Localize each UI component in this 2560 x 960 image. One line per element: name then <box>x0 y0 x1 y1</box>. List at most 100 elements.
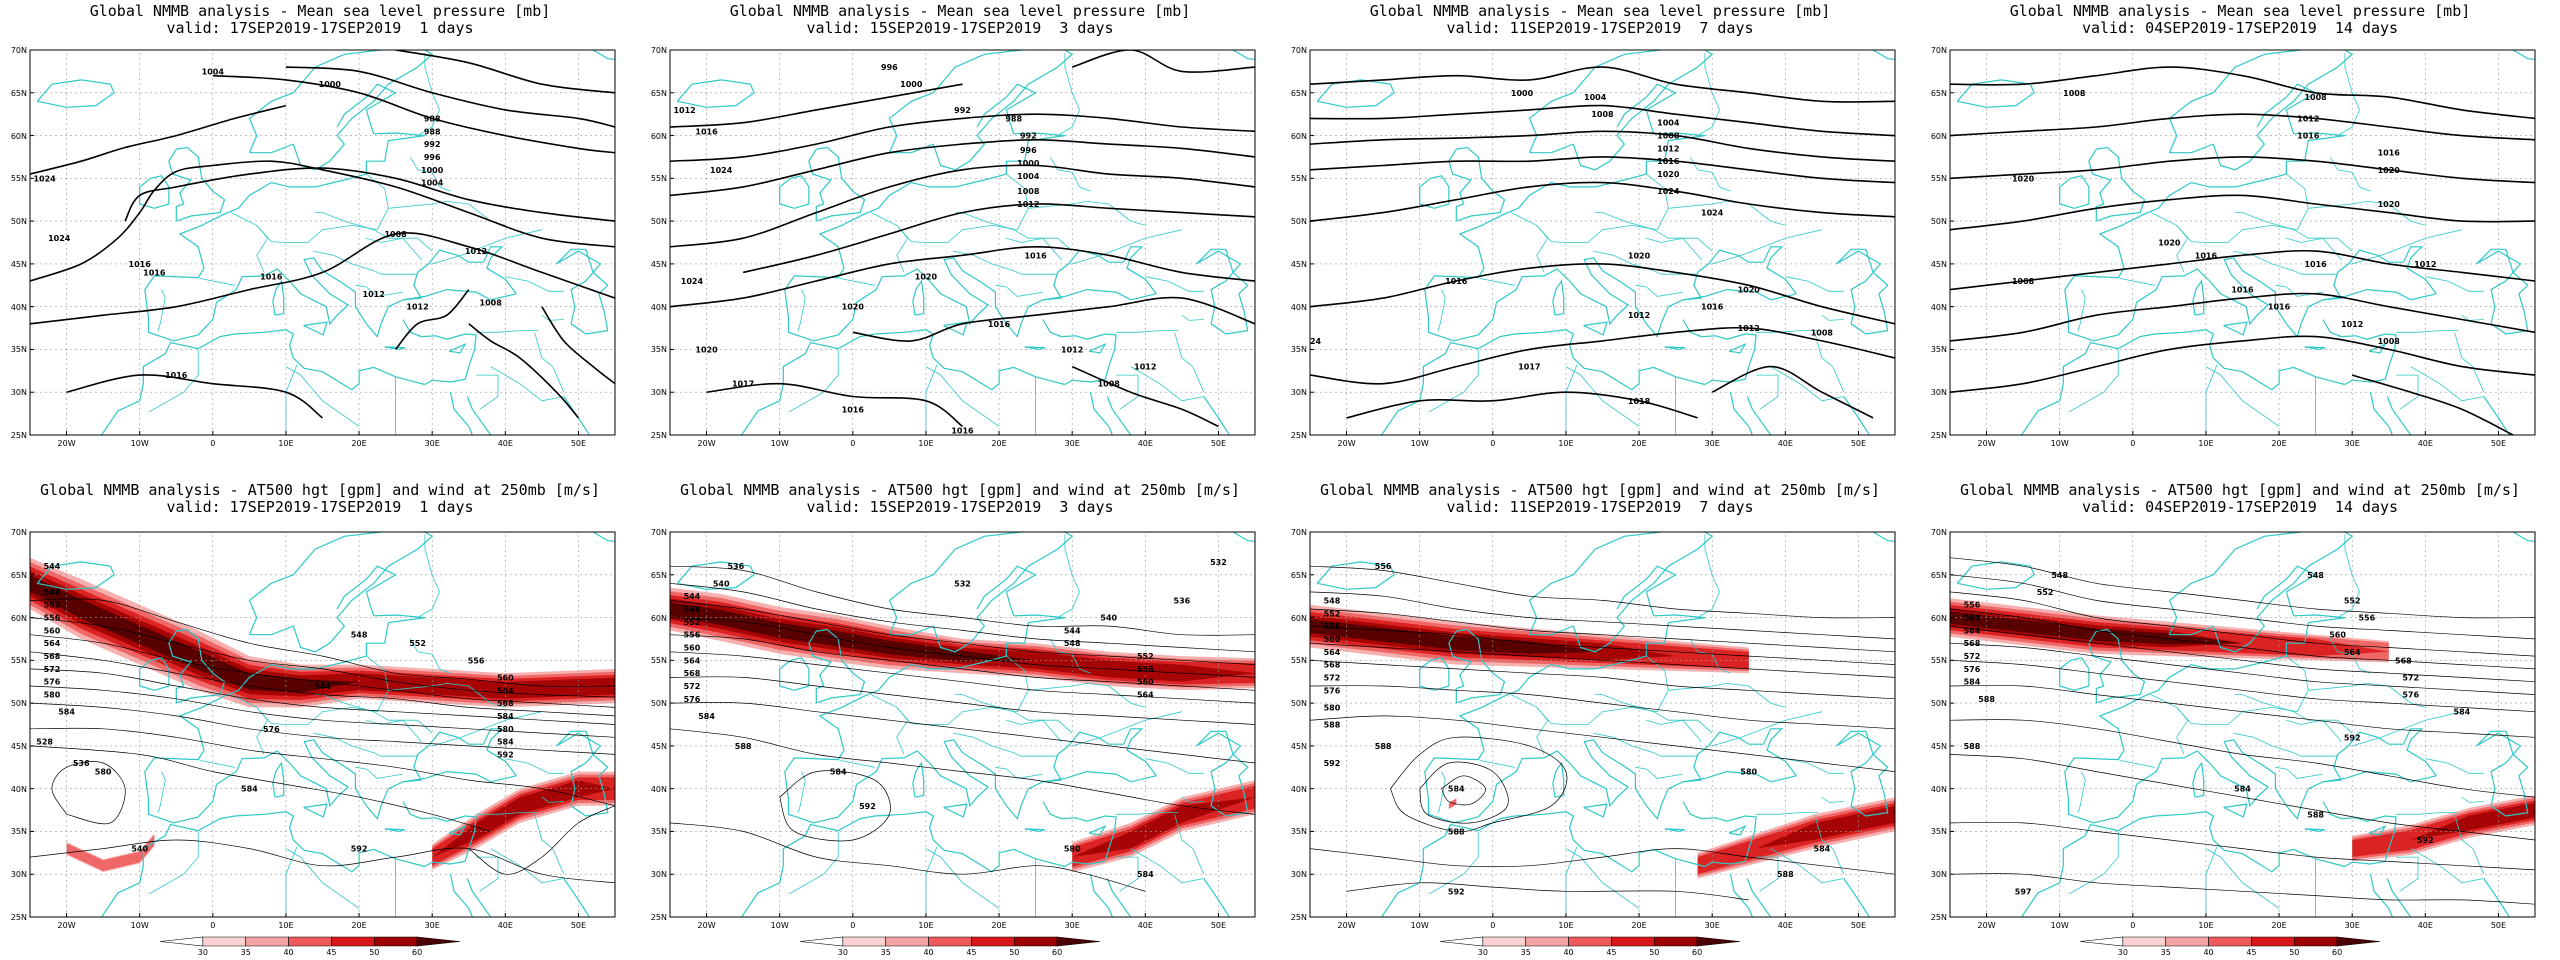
contour-label: 1016 <box>695 127 718 136</box>
country-border <box>312 732 418 757</box>
colorbar-segment <box>1653 936 1698 947</box>
lat-label: 50N <box>1930 699 1947 709</box>
lon-label: 20E <box>991 439 1007 448</box>
country-border <box>315 212 433 252</box>
country-border <box>2205 364 2218 435</box>
isobar <box>1950 194 2535 231</box>
lon-label: 20E <box>351 921 367 930</box>
wind-shading-0-3 <box>670 598 1255 682</box>
coastline <box>466 878 492 917</box>
lat-label: 50N <box>1290 699 1307 709</box>
country-border <box>896 655 1029 725</box>
contour-label: 544 <box>1064 626 1081 635</box>
country-border <box>1072 229 1182 265</box>
colorbar-segment <box>331 936 375 947</box>
country-border <box>2454 814 2485 875</box>
country-border <box>1712 229 1822 265</box>
lat-label: 25N <box>1290 913 1307 922</box>
contour-label: 1020 <box>2378 166 2401 175</box>
country-border <box>1006 237 1062 260</box>
height-contour <box>30 685 615 738</box>
coastline <box>402 319 477 386</box>
lat-label: 55N <box>1290 656 1307 666</box>
contour-label: 588 <box>1978 695 1995 704</box>
lon-label: 30E <box>424 921 440 930</box>
coastline <box>36 79 115 108</box>
country-border <box>2337 52 2360 136</box>
lon-label: 30E <box>2344 921 2360 930</box>
lat-label: 35N <box>1930 345 1947 355</box>
lat-label: 25N <box>1290 431 1307 440</box>
country-border <box>1145 758 1204 774</box>
isobar <box>1071 50 1255 73</box>
contour-label: 548 <box>351 631 368 640</box>
contour-label: 592 <box>859 802 876 811</box>
coastline <box>2191 565 2345 670</box>
contour-label: 1020 <box>2012 174 2035 183</box>
colorbar-tick-label: 60 <box>1052 948 1063 957</box>
coastline <box>2304 828 2326 833</box>
country-border <box>1565 846 1578 917</box>
contour-label: 556 <box>684 631 701 640</box>
coastline <box>168 146 226 222</box>
coastline <box>943 321 968 336</box>
coastline <box>2088 628 2146 704</box>
coastline <box>2322 801 2397 868</box>
map-frame <box>29 49 616 436</box>
lon-label: 50E <box>1850 921 1867 930</box>
lat-label: 65N <box>10 88 27 98</box>
coastline <box>1042 770 1157 783</box>
country-border <box>1814 814 1845 875</box>
coastline <box>139 175 170 209</box>
contour-label: 1016 <box>2231 286 2254 295</box>
contour-label: 597 <box>2015 887 2032 896</box>
isobar <box>395 50 615 94</box>
contour-label: 1012 <box>1017 200 1039 209</box>
isobar <box>1950 156 2535 184</box>
contour-label: 988 <box>424 114 441 123</box>
lat-label: 70N <box>10 528 27 537</box>
country-border <box>490 366 564 402</box>
lon-label: 10E <box>918 921 934 930</box>
country-border <box>1429 349 1479 413</box>
contour-label: 584 <box>241 785 258 794</box>
isobar <box>1310 104 1895 137</box>
coastline <box>676 79 755 108</box>
contour-label: 1016 <box>1024 251 1047 260</box>
coastline <box>2020 811 2346 917</box>
country-border <box>2205 366 2280 427</box>
country-border <box>149 831 199 895</box>
lat-label: 55N <box>1930 656 1947 666</box>
contour-label: 548 <box>1064 639 1081 648</box>
contour-label: 540 <box>1100 614 1117 623</box>
coastline <box>2368 825 2387 836</box>
country-border <box>870 212 909 273</box>
country-border <box>1785 758 1844 774</box>
coastline <box>449 874 474 917</box>
coastline <box>402 801 477 868</box>
lon-label: 40E <box>1137 921 1153 930</box>
contour-label: 572 <box>2402 673 2419 682</box>
lon-label: 30E <box>424 439 440 448</box>
lat-label: 65N <box>650 570 667 580</box>
coastline <box>272 761 285 798</box>
country-border <box>1057 534 1080 618</box>
contour-label: 1008 <box>1017 187 1040 196</box>
contour-label: 1016 <box>2297 132 2320 141</box>
height-contour <box>1310 591 1895 640</box>
country-border <box>2077 289 2086 331</box>
country-border <box>149 349 199 413</box>
panel-title-z500-3day: Global NMMB analysis - AT500 hgt [gpm] a… <box>680 481 1240 516</box>
contour-label: 1016 <box>1445 277 1468 286</box>
wind-shading-0-4 <box>30 575 615 693</box>
contour-label: 1012 <box>1134 363 1156 372</box>
coastline <box>1664 346 1686 351</box>
isobar <box>1310 326 1895 385</box>
lat-label: 60N <box>1290 613 1307 623</box>
contour-label: 1016 <box>988 320 1011 329</box>
map-panel-z500-2: 556 548 552 556 560 564 568 572 576 580 588 588 592 5… <box>1309 531 1896 947</box>
coastline <box>2369 874 2394 917</box>
isobar <box>1950 249 2535 291</box>
panel-title-z500-7day: Global NMMB analysis - AT500 hgt [gpm] a… <box>1320 481 1880 516</box>
